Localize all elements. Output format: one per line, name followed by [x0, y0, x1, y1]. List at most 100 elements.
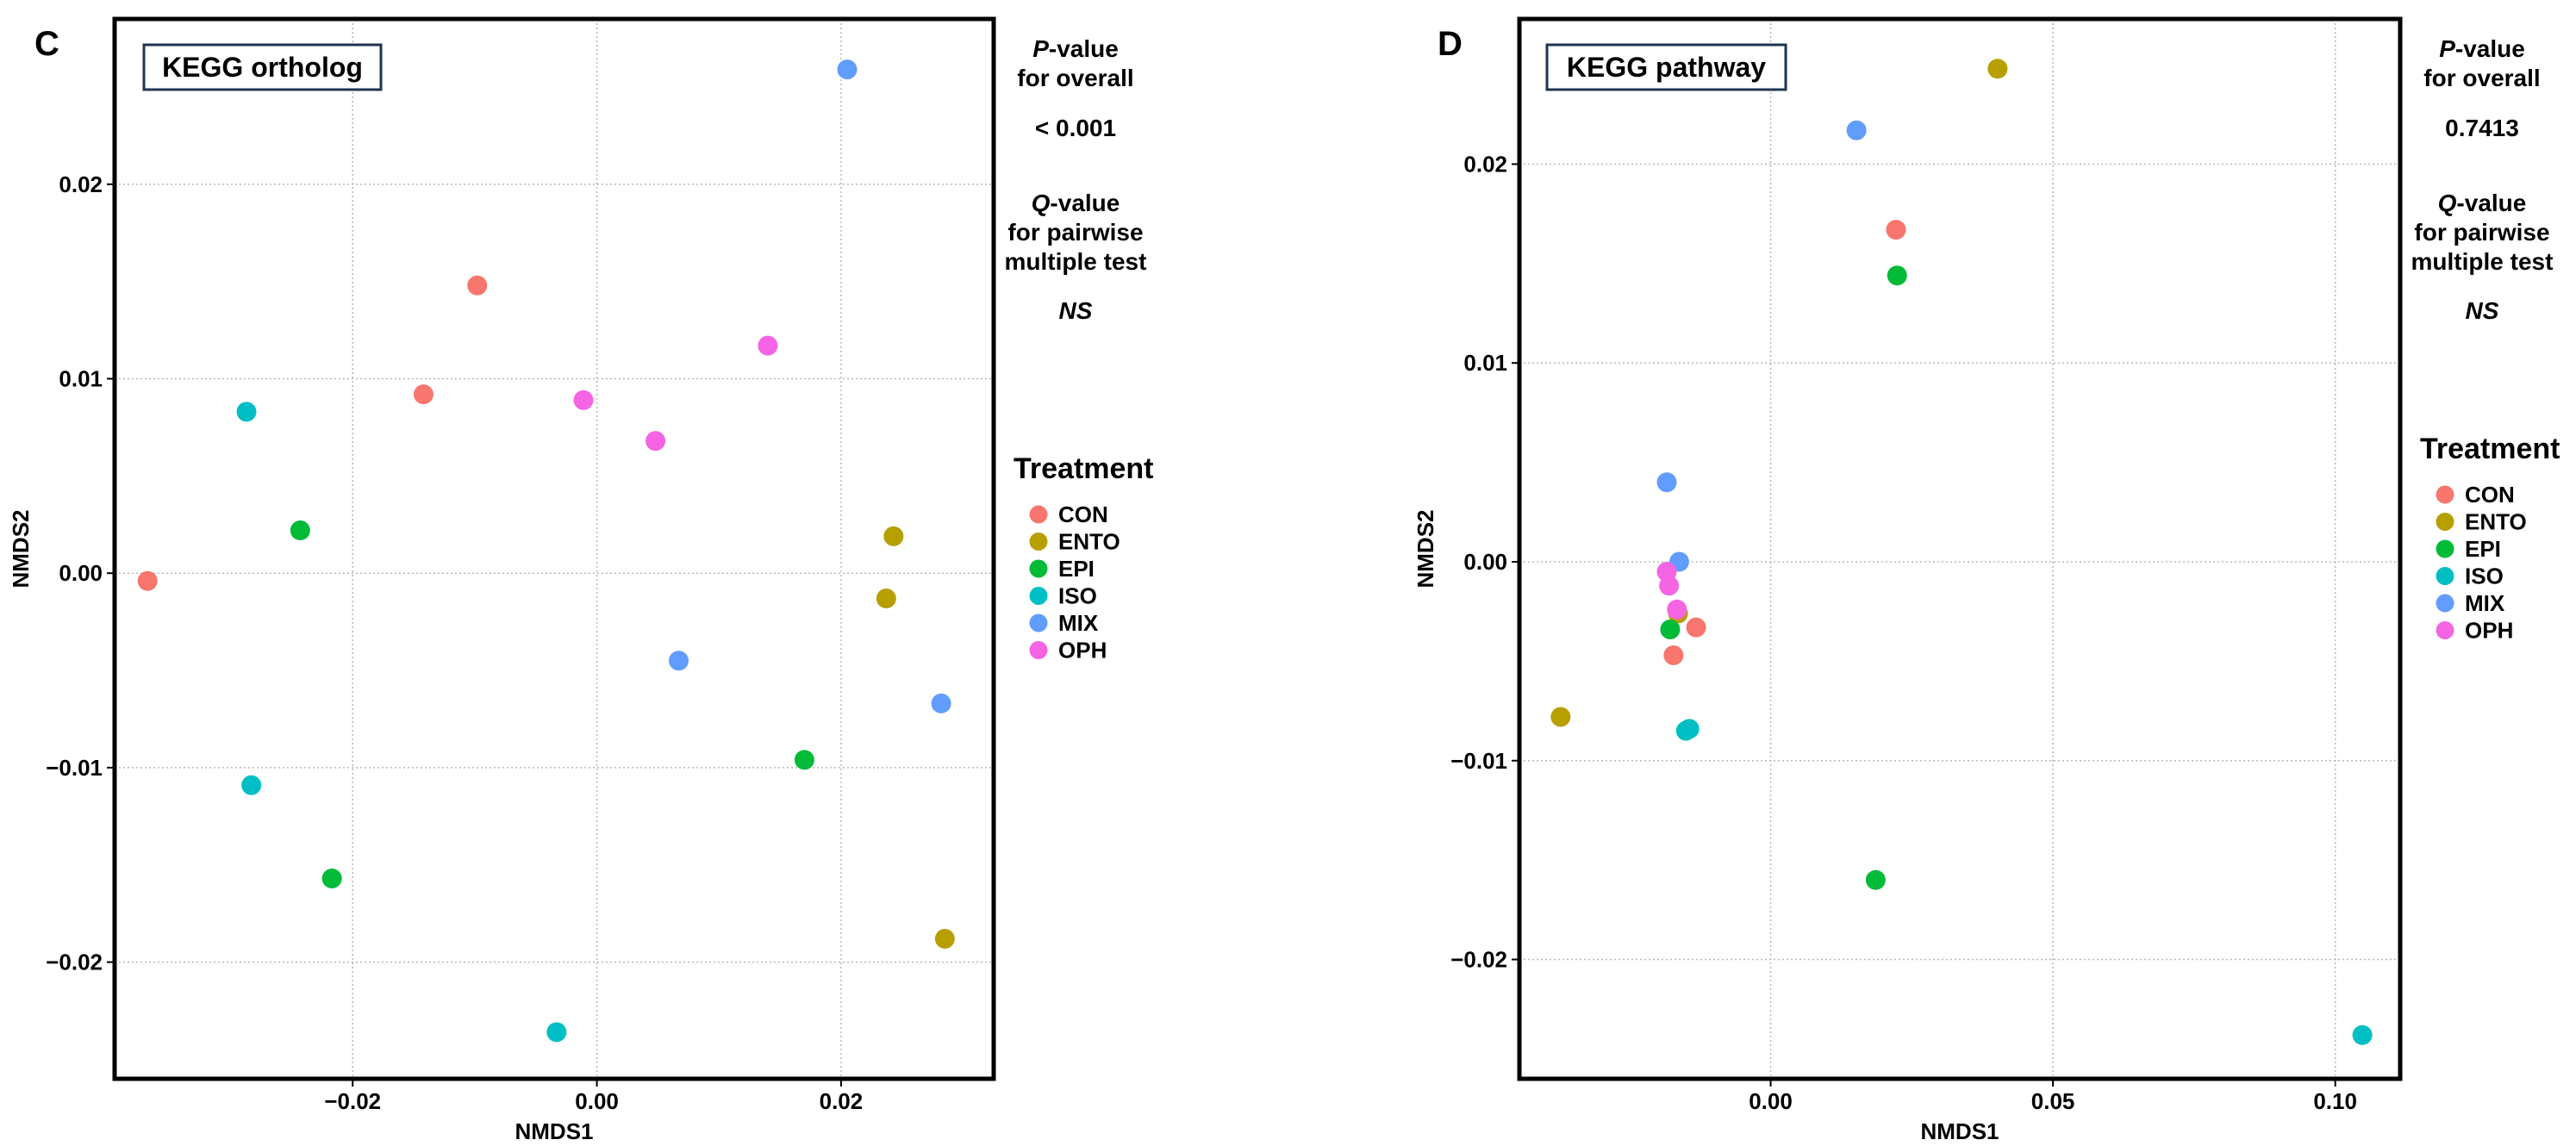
legend-swatch-con — [1029, 505, 1048, 524]
x-tick-label: −0.02 — [324, 1088, 381, 1114]
panel-c: −0.02 0.00 0.02 −0.02 −0.01 0.00 0.01 0.02 NMDS1… — [8, 16, 1154, 1144]
point-oph — [758, 335, 778, 356]
point-iso — [236, 402, 257, 422]
title-box — [1545, 43, 1787, 91]
legend-label-epi: EPI — [2465, 536, 2501, 562]
point-iso — [241, 775, 262, 795]
q-value-label-line3: multiple test — [2411, 248, 2554, 275]
point-epi — [1865, 869, 1886, 890]
q-value: NS — [2466, 297, 2499, 324]
y-tick-label: 0.00 — [59, 560, 103, 586]
q-value-label-italic: Q — [2438, 190, 2457, 216]
legend-title: Treatment — [2420, 433, 2560, 465]
x-tick-label: 0.05 — [2031, 1088, 2075, 1114]
q-value-label-italic: Q — [1032, 190, 1051, 216]
legend-swatch-iso — [2436, 567, 2454, 585]
point-mix — [931, 693, 951, 713]
x-tick-label: 0.10 — [2313, 1088, 2357, 1114]
legend-label-oph: OPH — [1058, 638, 1107, 663]
point-mix — [837, 59, 858, 80]
legend-label-mix: MIX — [1058, 610, 1099, 636]
point-iso — [1679, 719, 1700, 739]
panel-title: KEGG pathway — [1567, 52, 1766, 83]
q-value-label-line3: multiple test — [1005, 248, 1147, 275]
point-con — [137, 570, 158, 591]
point-mix — [669, 651, 689, 671]
point-oph — [1659, 576, 1680, 596]
y-tick-label: −0.01 — [46, 755, 103, 781]
p-value-label-italic: P — [2439, 35, 2455, 62]
point-iso — [546, 1022, 567, 1043]
plot-frame — [1517, 16, 2403, 1081]
y-tick-label: −0.02 — [1450, 947, 1507, 973]
p-value-label-line2: for overall — [1017, 65, 1133, 91]
legend-title: Treatment — [1014, 452, 1154, 485]
y-axis-label: NMDS2 — [1413, 509, 1438, 588]
panel-title: KEGG ortholog — [162, 52, 363, 83]
p-value-label: P-value — [2439, 35, 2525, 62]
point-con — [413, 384, 433, 405]
x-tick-label: 0.00 — [575, 1088, 619, 1114]
p-value-label-rest: -value — [1049, 35, 1119, 62]
legend-label-iso: ISO — [2465, 564, 2504, 589]
y-tick-label: 0.02 — [59, 171, 103, 197]
p-value-label: P-value — [1032, 35, 1119, 62]
p-value-label-line2: for overall — [2423, 65, 2540, 91]
legend-swatch-oph — [1029, 641, 1048, 659]
point-con — [467, 275, 488, 296]
point-ento — [876, 589, 896, 609]
x-tick-label: 0.00 — [1749, 1088, 1793, 1114]
point-epi — [321, 869, 342, 889]
q-value-label: Q-value — [1032, 190, 1120, 216]
legend-label-ento: ENTO — [1058, 529, 1120, 555]
point-con — [1663, 645, 1684, 665]
point-epi — [1660, 619, 1681, 639]
point-ento — [1987, 59, 2008, 79]
legend-label-ento: ENTO — [2465, 509, 2527, 535]
legend-label-oph: OPH — [2465, 618, 2513, 644]
legend-swatch-con — [2436, 485, 2454, 504]
point-ento — [934, 929, 955, 950]
point-mix — [1656, 472, 1677, 493]
legend-swatch-epi — [2436, 539, 2454, 558]
q-value-label-rest: -value — [1050, 190, 1120, 216]
q-value-label-line2: for pairwise — [1007, 219, 1143, 246]
panel-d: 0.00 0.05 0.10 −0.02 −0.01 0.00 0.01 0.02 NMDS1 N… — [1413, 16, 2560, 1144]
legend-label-con: CON — [2465, 482, 2515, 508]
point-con — [1886, 220, 1906, 240]
point-mix — [1846, 120, 1867, 140]
legend-swatch-oph — [2436, 621, 2454, 639]
point-ento — [1550, 707, 1571, 727]
q-value-label: Q-value — [2438, 190, 2527, 216]
legend-label-iso: ISO — [1058, 583, 1097, 609]
x-axis-label: NMDS1 — [1920, 1118, 1999, 1144]
legend-swatch-mix — [2436, 594, 2454, 613]
q-value: NS — [1059, 297, 1093, 324]
y-tick-label: −0.01 — [1450, 748, 1507, 774]
x-tick-label: 0.02 — [820, 1088, 864, 1114]
point-oph — [646, 431, 666, 452]
y-tick-label: 0.01 — [59, 366, 103, 392]
legend-swatch-ento — [1029, 533, 1048, 551]
point-oph — [1667, 599, 1687, 620]
q-value-label-line2: for pairwise — [2414, 219, 2549, 246]
y-axis-label: NMDS2 — [8, 509, 34, 588]
y-tick-label: 0.00 — [1463, 549, 1507, 575]
legend-swatch-mix — [1029, 613, 1048, 632]
legend-label-con: CON — [1058, 501, 1108, 527]
panel-letter: D — [1438, 25, 1463, 63]
point-epi — [290, 520, 310, 541]
point-oph — [573, 389, 594, 410]
point-epi — [1887, 265, 1907, 286]
legend-swatch-iso — [1029, 587, 1048, 605]
legend-swatch-epi — [1029, 559, 1048, 578]
legend-label-epi: EPI — [1058, 556, 1095, 582]
p-value: 0.7413 — [2445, 115, 2519, 141]
point-iso — [2352, 1025, 2373, 1045]
y-tick-label: 0.02 — [1463, 151, 1507, 177]
x-axis-label: NMDS1 — [515, 1118, 593, 1144]
point-epi — [794, 750, 814, 770]
legend-label-mix: MIX — [2465, 590, 2505, 616]
point-ento — [883, 526, 904, 546]
p-value: < 0.001 — [1035, 115, 1116, 141]
